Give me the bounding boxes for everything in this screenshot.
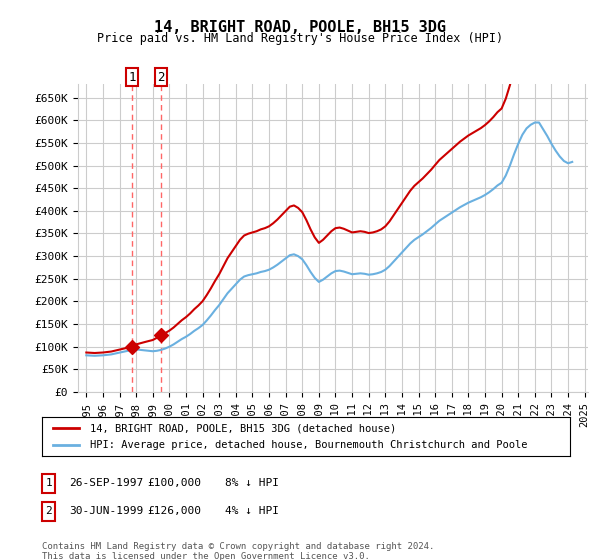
Text: 4% ↓ HPI: 4% ↓ HPI: [225, 506, 279, 516]
Text: Price paid vs. HM Land Registry's House Price Index (HPI): Price paid vs. HM Land Registry's House …: [97, 32, 503, 45]
Text: HPI: Average price, detached house, Bournemouth Christchurch and Poole: HPI: Average price, detached house, Bour…: [89, 440, 527, 450]
Text: 26-SEP-1997: 26-SEP-1997: [69, 478, 143, 488]
Text: Contains HM Land Registry data © Crown copyright and database right 2024.
This d: Contains HM Land Registry data © Crown c…: [42, 542, 434, 560]
Text: 2: 2: [45, 506, 52, 516]
Point: [127, 342, 137, 351]
Text: £126,000: £126,000: [147, 506, 201, 516]
Text: 30-JUN-1999: 30-JUN-1999: [69, 506, 143, 516]
Text: 14, BRIGHT ROAD, POOLE, BH15 3DG (detached house): 14, BRIGHT ROAD, POOLE, BH15 3DG (detach…: [89, 423, 396, 433]
Text: 1: 1: [128, 71, 136, 84]
Text: 8% ↓ HPI: 8% ↓ HPI: [225, 478, 279, 488]
Text: 2: 2: [157, 71, 165, 84]
Text: £100,000: £100,000: [147, 478, 201, 488]
Point: [156, 330, 166, 339]
Text: 14, BRIGHT ROAD, POOLE, BH15 3DG: 14, BRIGHT ROAD, POOLE, BH15 3DG: [154, 20, 446, 35]
Text: 1: 1: [45, 478, 52, 488]
